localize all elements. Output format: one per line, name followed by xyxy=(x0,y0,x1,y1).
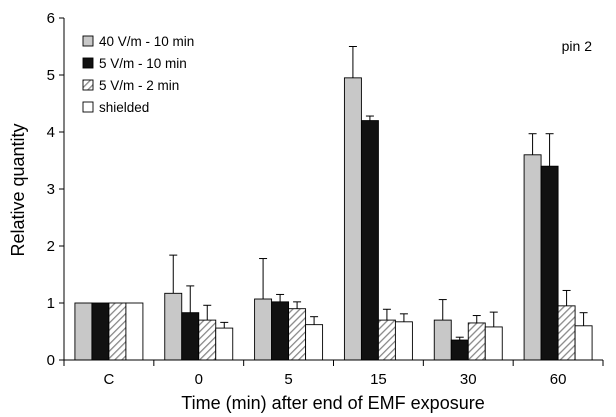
y-axis-label: Relative quantity xyxy=(8,123,28,256)
legend-label: 5 V/m - 10 min xyxy=(99,56,187,71)
y-tick-label: 3 xyxy=(47,181,55,198)
error-bars-layer xyxy=(169,46,588,341)
y-tick-label: 0 xyxy=(47,352,55,369)
y-tick-label: 5 xyxy=(47,67,55,84)
legend-label: 40 V/m - 10 min xyxy=(99,34,194,49)
bar xyxy=(125,302,144,361)
bar xyxy=(288,308,307,361)
bar xyxy=(91,302,110,361)
legend-swatch xyxy=(82,79,94,91)
bar xyxy=(360,120,379,361)
bar xyxy=(574,325,593,361)
bar xyxy=(198,319,217,361)
bar xyxy=(305,324,324,361)
panel-label: pin 2 xyxy=(562,38,593,54)
y-tick-label: 6 xyxy=(47,10,55,27)
legend: 40 V/m - 10 min 5 V/m - 10 min 5 V/m - 2 m… xyxy=(82,34,194,115)
bar xyxy=(254,298,273,361)
legend-label: 5 V/m - 2 min xyxy=(99,78,179,93)
x-tick-label: 5 xyxy=(284,371,292,388)
x-tick-label: 30 xyxy=(460,371,477,388)
x-tick-label: 60 xyxy=(550,371,567,388)
bar xyxy=(557,305,576,361)
legend-swatch xyxy=(82,35,94,47)
y-tick-label: 2 xyxy=(47,238,55,255)
y-tick-label: 4 xyxy=(47,124,55,141)
bar xyxy=(467,322,486,361)
y-tick-label: 1 xyxy=(47,295,55,312)
bar xyxy=(164,292,183,361)
bar xyxy=(215,327,234,361)
legend-swatch xyxy=(82,57,94,69)
bar xyxy=(108,302,127,361)
x-axis-ticks: C 0 5 15 30 60 xyxy=(63,360,604,388)
bar xyxy=(271,301,290,361)
bar xyxy=(74,302,93,361)
bar xyxy=(523,154,542,361)
bar xyxy=(540,165,559,361)
bar xyxy=(433,319,452,361)
x-tick-label: 0 xyxy=(195,371,203,388)
bar xyxy=(343,77,362,361)
bar xyxy=(450,339,469,361)
bars-layer xyxy=(74,77,593,361)
bar xyxy=(484,326,503,361)
bar xyxy=(394,321,413,361)
y-axis-ticks: 0 1 2 3 4 5 6 xyxy=(47,10,64,369)
x-axis-label: Time (min) after end of EMF exposure xyxy=(181,393,484,413)
legend-swatch xyxy=(82,101,94,113)
x-tick-label: C xyxy=(103,371,114,388)
legend-label: shielded xyxy=(99,100,149,115)
bar xyxy=(181,312,200,361)
x-tick-label: 15 xyxy=(370,371,387,388)
bar xyxy=(377,319,396,361)
